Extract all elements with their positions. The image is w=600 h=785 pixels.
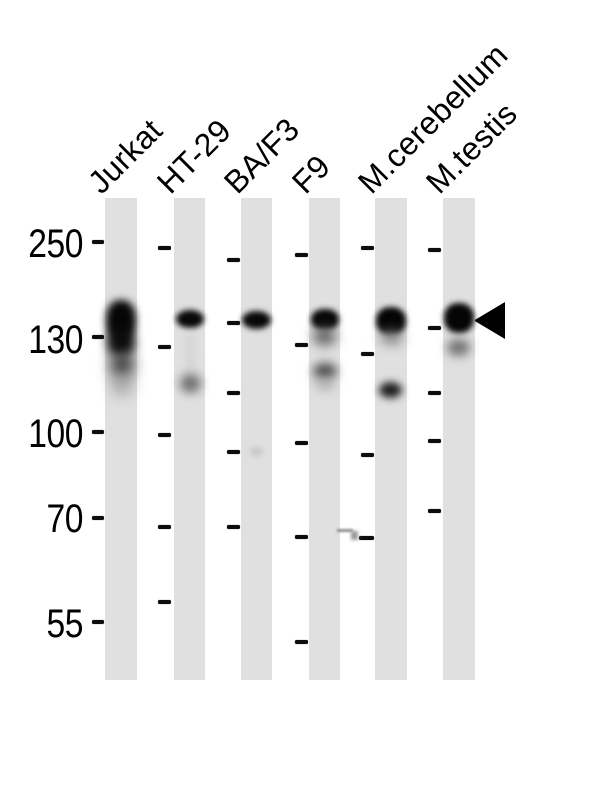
band-pointer-arrowhead-icon: [474, 302, 505, 339]
band-ht-29-5: [186, 332, 194, 374]
step-line-joint: [351, 531, 358, 540]
band-jurkat-2: [110, 352, 134, 378]
mw-tick-8: [158, 525, 171, 529]
mw-tick-15: [295, 253, 308, 257]
step-line-left: [337, 529, 353, 532]
mw-tick-6: [158, 345, 171, 349]
mw-tick-2: [92, 430, 104, 434]
band-f9-12: [316, 379, 334, 389]
mw-tick-7: [158, 433, 171, 437]
band-ht-29-6: [180, 374, 201, 393]
mw-tick-19: [295, 640, 308, 644]
mw-label-70: 70: [46, 497, 83, 541]
mw-tick-4: [92, 620, 104, 624]
mw-tick-27: [428, 439, 441, 443]
mw-tick-21: [361, 352, 374, 356]
mw-tick-13: [227, 450, 240, 454]
lane-label-text-ba-f3: BA/F3: [216, 110, 307, 201]
band-f9-9: [311, 309, 339, 330]
mw-tick-0: [92, 240, 104, 244]
lane-label-text-jurkat: Jurkat: [80, 111, 170, 201]
mw-tick-26: [428, 391, 441, 395]
band-f9-10: [313, 328, 336, 345]
band-m-cerebellum-13: [376, 307, 406, 335]
mw-label-100: 100: [28, 412, 83, 456]
lane-label-text-f9: F9: [284, 148, 338, 201]
mw-tick-24: [428, 248, 441, 252]
lane-strip-ba-f3: [241, 198, 272, 680]
mw-tick-9: [158, 600, 171, 604]
lane-strip-f9: [309, 198, 340, 680]
mw-tick-16: [295, 343, 308, 347]
lane-strip-ht-29: [174, 198, 205, 680]
mw-tick-11: [227, 321, 240, 325]
mw-tick-12: [227, 391, 240, 395]
mw-tick-1: [92, 335, 104, 339]
band-m-cerebellum-15: [379, 382, 402, 398]
mw-tick-3: [92, 516, 104, 520]
mw-tick-25: [428, 326, 441, 330]
band-ht-29-4: [176, 310, 204, 328]
band-f9-11: [313, 363, 337, 379]
mw-tick-20: [361, 246, 374, 250]
band-jurkat-3: [113, 376, 131, 394]
mw-label-55: 55: [46, 602, 83, 646]
mw-tick-10: [227, 258, 240, 262]
mw-tick-23: [359, 536, 374, 540]
band-m-testis-16: [444, 303, 474, 333]
mw-tick-5: [158, 246, 171, 250]
lane-label-text-ht-29: HT-29: [149, 112, 238, 201]
band-ba-f3-7: [242, 311, 271, 329]
mw-tick-17: [295, 441, 308, 445]
mw-tick-22: [361, 453, 374, 457]
mw-tick-18: [295, 535, 308, 539]
mw-label-250: 250: [28, 222, 83, 266]
mw-tick-14: [227, 525, 240, 529]
mw-label-130: 130: [28, 318, 83, 362]
lane-strip-jurkat: [105, 198, 137, 680]
band-m-testis-17: [447, 339, 470, 356]
mw-tick-28: [428, 509, 441, 513]
band-ba-f3-8: [250, 447, 263, 456]
band-m-cerebellum-14: [380, 331, 403, 344]
lane-strip-m-testis: [443, 198, 475, 680]
lane-strip-m-cerebellum: [375, 198, 407, 680]
